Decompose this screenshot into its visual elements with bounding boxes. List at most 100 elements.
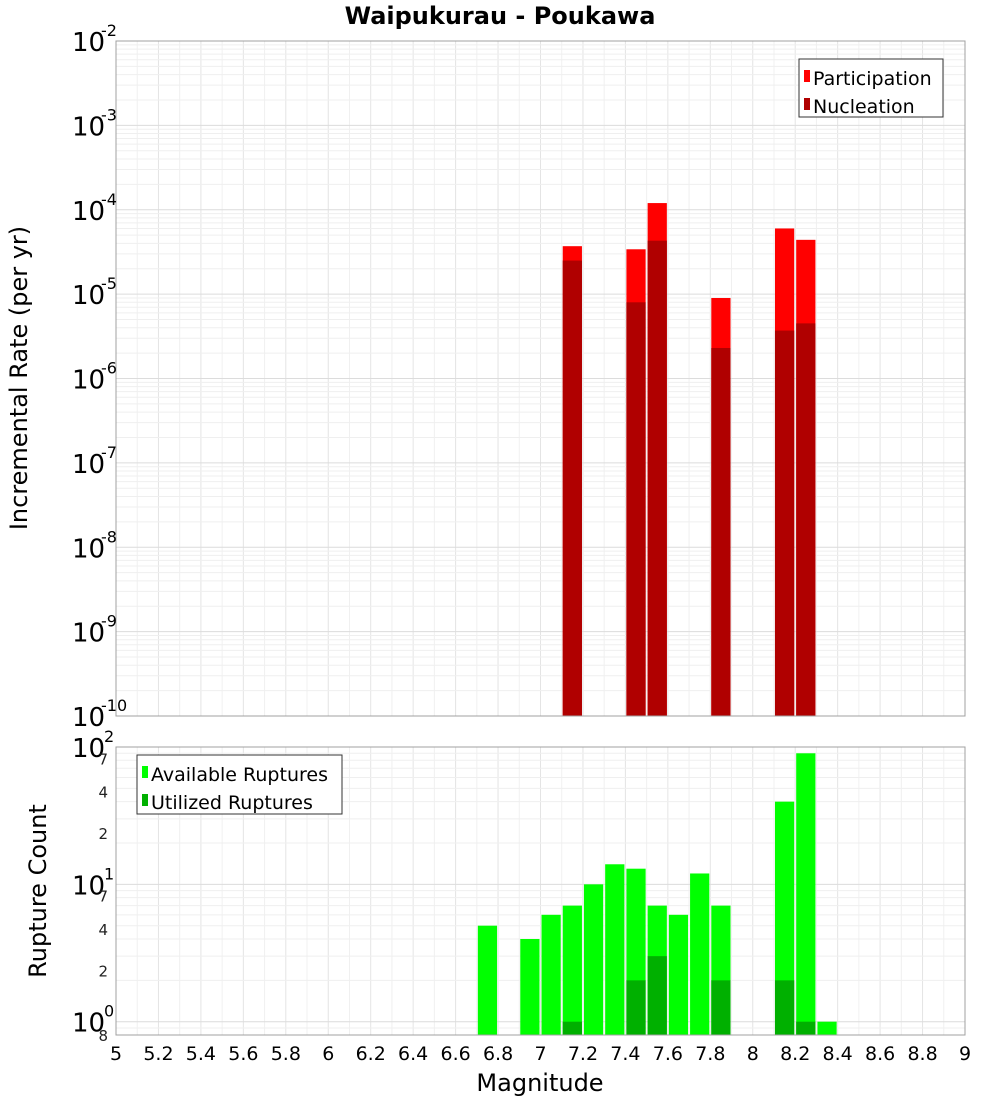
y-tick-label: 10	[72, 534, 105, 564]
legend-label: Available Ruptures	[151, 764, 328, 786]
x-axis-label: Magnitude	[476, 1069, 603, 1097]
y-minor-tick-label: 4	[98, 784, 108, 802]
bar	[668, 914, 689, 1035]
y-tick-label: 10	[72, 366, 105, 396]
y-tick-exponent: -6	[101, 359, 117, 378]
y-minor-tick-label: 8	[98, 1027, 108, 1045]
legend-box	[136, 754, 343, 815]
x-tick-label: 8.8	[907, 1043, 937, 1065]
y-tick-exponent: -7	[101, 443, 117, 462]
bar	[647, 240, 667, 717]
top-plot-grid	[115, 40, 966, 717]
legend-box	[798, 58, 944, 118]
y-tick-label: 10	[72, 871, 105, 901]
bottom-plot-grid	[115, 746, 966, 1036]
top-y-axis-label: Incremental Rate (per yr)	[5, 226, 33, 530]
bar	[796, 323, 816, 716]
y-tick-label: 10	[72, 450, 105, 480]
x-tick-label: 8	[747, 1043, 759, 1065]
bar	[774, 330, 795, 716]
top-y-axis-ticks: 10-210-310-410-510-610-710-810-910-10	[72, 21, 127, 733]
x-tick-label: 7.8	[695, 1043, 725, 1065]
bar	[605, 864, 625, 1035]
y-tick-exponent: -8	[101, 527, 117, 546]
bar	[541, 914, 561, 1035]
x-axis-ticks: 5 5.2 5.4 5.6 5.8 6 6.2 6.4 6.6 6.8 7 7.2 7.4 7.6 7.8 8…	[110, 1043, 971, 1065]
bar	[796, 753, 816, 1035]
legend-swatch	[142, 794, 148, 806]
bar	[647, 956, 667, 1035]
y-tick-label: 10	[72, 703, 105, 733]
y-tick-exponent: 0	[104, 1002, 114, 1021]
y-tick-label: 10	[72, 197, 105, 227]
x-tick-label: 8.2	[780, 1043, 810, 1065]
x-tick-label: 7.2	[568, 1043, 598, 1065]
legend-swatch	[804, 70, 810, 82]
legend-label: Participation	[813, 68, 932, 90]
y-tick-exponent: -3	[101, 105, 117, 124]
x-tick-label: 7	[534, 1043, 546, 1065]
bar	[562, 1021, 582, 1035]
x-tick-label: 5.6	[228, 1043, 258, 1065]
bottom-legend: Available Ruptures Utilized Ruptures	[136, 754, 343, 815]
y-minor-tick-label: 2	[98, 962, 108, 980]
x-tick-label: 7.6	[653, 1043, 683, 1065]
x-tick-label: 6.2	[356, 1043, 386, 1065]
y-tick-label: 10	[72, 112, 105, 142]
y-tick-exponent: -9	[101, 612, 117, 631]
bar	[562, 260, 582, 716]
y-tick-label: 10	[72, 734, 105, 764]
x-tick-label: 7.4	[610, 1043, 640, 1065]
x-tick-label: 5	[110, 1043, 122, 1065]
x-tick-label: 6.8	[483, 1043, 513, 1065]
y-tick-label: 10	[72, 619, 105, 649]
y-tick-exponent: -5	[101, 274, 117, 293]
x-tick-label: 6	[322, 1043, 334, 1065]
bar	[774, 980, 795, 1035]
x-tick-label: 6.4	[398, 1043, 428, 1065]
y-minor-tick-label: 7	[98, 750, 108, 768]
bar	[626, 980, 646, 1035]
y-tick-exponent: -4	[101, 190, 117, 209]
legend-label: Nucleation	[813, 96, 915, 118]
bar	[817, 1021, 837, 1035]
y-tick-exponent: -10	[101, 696, 127, 715]
bar	[774, 801, 795, 1035]
bar	[626, 302, 646, 716]
y-tick-label: 10	[72, 28, 105, 58]
legend-swatch	[142, 766, 148, 778]
x-tick-label: 5.2	[143, 1043, 173, 1065]
x-tick-label: 8.4	[823, 1043, 853, 1065]
y-minor-tick-label: 7	[98, 888, 108, 906]
top-plot-frame	[115, 40, 966, 717]
x-tick-label: 8.6	[865, 1043, 895, 1065]
legend-swatch	[804, 98, 810, 110]
y-tick-label: 10	[72, 1009, 105, 1039]
bar	[796, 1021, 816, 1035]
x-tick-label: 5.4	[186, 1043, 216, 1065]
y-minor-tick-label: 2	[98, 825, 108, 843]
top-legend: Participation Nucleation	[798, 58, 944, 118]
legend-label: Utilized Ruptures	[151, 792, 313, 814]
bar	[520, 939, 540, 1035]
bar	[583, 884, 604, 1035]
y-tick-exponent: 1	[104, 864, 114, 883]
x-tick-label: 9	[959, 1043, 971, 1065]
y-tick-exponent: -2	[101, 21, 117, 40]
x-tick-label: 5.8	[271, 1043, 301, 1065]
y-tick-exponent: 2	[104, 727, 114, 746]
bar	[711, 980, 731, 1035]
bar	[562, 905, 582, 1035]
bottom-plot-frame	[115, 746, 966, 1036]
bar	[477, 925, 498, 1035]
bottom-plot-bars	[477, 753, 837, 1035]
bar	[690, 873, 710, 1035]
bar	[711, 347, 731, 716]
bottom-y-axis-label: Rupture Count	[24, 804, 52, 978]
y-tick-label: 10	[72, 281, 105, 311]
chart-title: Waipukurau - Poukawa	[345, 2, 656, 30]
y-minor-tick-label: 4	[98, 921, 108, 939]
x-tick-label: 6.6	[440, 1043, 470, 1065]
